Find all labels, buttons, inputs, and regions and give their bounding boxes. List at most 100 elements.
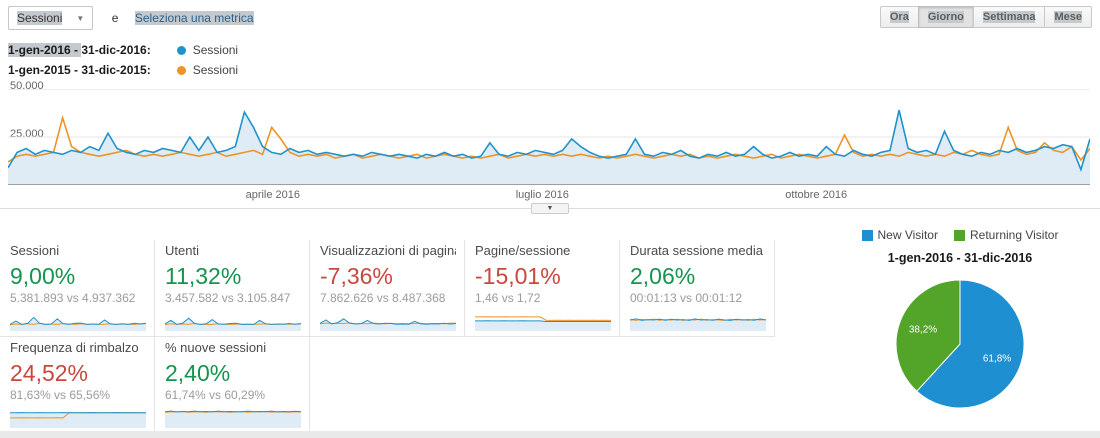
pie-legend-label: New Visitor xyxy=(877,228,938,242)
metric-card-delta: 24,52% xyxy=(10,360,89,386)
granularity-button-group: Ora Giorno Settimana Mese xyxy=(879,6,1092,28)
legend-row-1: 1-gen-2015 - 31-dic-2015: Sessioni xyxy=(8,60,238,80)
metric-card-1: Utenti 11,32% 3.457.582 vs 3.105.847 xyxy=(155,240,310,337)
pie-legend: New Visitor Returning Visitor xyxy=(828,228,1092,242)
legend-date-segment: 1-gen-2016 - xyxy=(8,43,82,57)
metric-card-sparkline xyxy=(10,412,146,428)
legend-date-segment: 31-dic-2016: xyxy=(81,43,151,57)
legend-swatch-icon xyxy=(953,229,965,241)
sparkline-area xyxy=(630,318,766,331)
metric-card-comparison: 61,74% vs 60,29% xyxy=(165,388,266,402)
sparkline-area xyxy=(475,320,611,331)
series-color-dot xyxy=(176,45,186,55)
sparkline-2016-line xyxy=(630,318,766,321)
legend-date-range: 1-gen-2015 - 31-dic-2015: xyxy=(8,63,151,77)
granularity-button-label: Ora xyxy=(889,11,909,23)
series-legend: 1-gen-2016 - 31-dic-2016: Sessioni 1-gen-2… xyxy=(8,40,238,80)
sparkline-area xyxy=(320,318,456,331)
metric-card-title: Utenti xyxy=(165,243,199,258)
visitor-type-pie-chart: 61,8% 38,2% xyxy=(828,273,1092,415)
legend-swatch-icon xyxy=(861,229,873,241)
metric-card-title: Frequenza di rimbalzo xyxy=(10,340,139,355)
pie-legend-item: New Visitor xyxy=(861,228,938,242)
legend-series-label: Sessioni xyxy=(192,43,239,57)
conjunction-label: e xyxy=(111,11,119,25)
x-axis-tick-april: aprile 2016 xyxy=(245,189,301,201)
metric-card-delta: 11,32% xyxy=(165,263,242,289)
granularity-button-mese[interactable]: Mese xyxy=(1044,6,1092,28)
sparkline-2016-line xyxy=(10,316,146,325)
legend-row-0: 1-gen-2016 - 31-dic-2016: Sessioni xyxy=(8,40,238,60)
legend-date-range: 1-gen-2016 - 31-dic-2016: xyxy=(8,43,151,57)
metric-card-comparison: 81,63% vs 65,56% xyxy=(10,388,111,402)
granularity-button-label: Giorno xyxy=(927,11,964,23)
metric-card-delta: -15,01% xyxy=(475,263,561,289)
sparkline-2016-line xyxy=(475,320,611,322)
metric-card-comparison: 00:01:13 vs 00:01:12 xyxy=(630,291,743,305)
metric-card-sparkline xyxy=(10,316,146,331)
metric-card-delta: 2,06% xyxy=(630,263,696,289)
granularity-button-ora[interactable]: Ora xyxy=(879,6,919,28)
metric-card-4: Durata sessione media 2,06% 00:01:13 vs 00… xyxy=(620,240,775,337)
metric-card-3: Pagine/sessione -15,01% 1,46 vs 1,72 xyxy=(465,240,620,337)
metric-card-sparkline xyxy=(165,410,301,428)
metric-card-comparison: 5.381.893 vs 4.937.362 xyxy=(10,291,136,305)
pie-legend-item: Returning Visitor xyxy=(953,228,1059,242)
page-background-strip xyxy=(0,431,1100,438)
sparkline-2015-line xyxy=(475,316,611,321)
pie-slice-value-label: 61,8% xyxy=(983,353,1011,364)
metric-card-title: Durata sessione media xyxy=(630,243,763,258)
metric-card-title: Sessioni xyxy=(10,243,60,258)
metric-card-sparkline xyxy=(630,318,766,331)
sparkline-area xyxy=(10,412,146,428)
sessions-timeline-chart[interactable] xyxy=(8,89,1090,185)
metric-card-2: Visualizzazioni di pagina -7,36% 7.862.626… xyxy=(310,240,465,337)
pie-slice-value-label: 38,2% xyxy=(909,325,937,336)
metric-card-delta: 2,40% xyxy=(165,360,231,386)
metric-card-sparkline xyxy=(475,316,611,331)
chart-collapse-button[interactable]: ▼ xyxy=(531,203,569,214)
metric-select-dropdown[interactable]: Sessioni ▼ xyxy=(8,6,94,30)
legend-date-segment: 1-gen-2015 - 31-dic-2015: xyxy=(8,63,151,77)
metric-card-delta: -7,36% xyxy=(320,263,393,289)
series-color-dot xyxy=(176,65,186,75)
x-axis-tick-october: ottobre 2016 xyxy=(785,189,848,201)
chevron-down-icon: ▼ xyxy=(76,13,85,23)
metric-card-delta: 9,00% xyxy=(10,263,76,289)
metric-card-title: Pagine/sessione xyxy=(475,243,571,258)
metric-select-value: Sessioni xyxy=(17,11,63,25)
granularity-button-settimana[interactable]: Settimana xyxy=(972,6,1046,28)
pie-legend-label: Returning Visitor xyxy=(969,228,1059,242)
metric-card-comparison: 3.457.582 vs 3.105.847 xyxy=(165,291,291,305)
sparkline-2016-line xyxy=(165,317,301,325)
x-axis-labels: aprile 2016 luglio 2016 ottobre 2016 xyxy=(0,189,1100,203)
sparkline-2016-line xyxy=(320,318,456,325)
metric-card-title: Visualizzazioni di pagina xyxy=(320,243,456,258)
metric-card-sparkline xyxy=(320,318,456,331)
chart-toolbar: Sessioni ▼ e Seleziona una metrica Ora Gi… xyxy=(8,6,1092,32)
select-metric-link[interactable]: Seleziona una metrica xyxy=(134,11,254,25)
sessions-2015-line xyxy=(8,114,1090,163)
sparkline-2016-line xyxy=(165,410,301,413)
metric-card-comparison: 1,46 vs 1,72 xyxy=(475,291,541,305)
metric-card-0: Sessioni 9,00% 5.381.893 vs 4.937.362 xyxy=(0,240,155,337)
metric-card-comparison: 7.862.626 vs 8.487.368 xyxy=(320,291,446,305)
metric-card-5: Frequenza di rimbalzo 24,52% 81,63% vs 65,… xyxy=(0,337,155,434)
pie-title: 1-gen-2016 - 31-dic-2016 xyxy=(887,251,1033,265)
legend-series-label: Sessioni xyxy=(192,63,239,77)
sessions-2016-area xyxy=(8,110,1090,185)
granularity-button-label: Settimana xyxy=(982,11,1036,23)
metric-card-sparkline xyxy=(165,317,301,331)
pie-slice-returning-visitor xyxy=(895,279,961,392)
metric-card-6: % nuove sessioni 2,40% 61,74% vs 60,29% xyxy=(155,337,310,434)
x-axis-tick-july: luglio 2016 xyxy=(515,189,569,201)
pie-slice-new-visitor xyxy=(916,279,1025,409)
granularity-button-label: Mese xyxy=(1054,11,1082,23)
granularity-button-giorno[interactable]: Giorno xyxy=(917,6,974,28)
sparkline-area xyxy=(165,411,301,428)
metric-cards-grid: Sessioni 9,00% 5.381.893 vs 4.937.362 Utent… xyxy=(0,240,775,434)
sessions-2016-line xyxy=(8,109,1090,173)
metric-card-title: % nuove sessioni xyxy=(165,340,267,355)
visitor-type-panel: New Visitor Returning Visitor 1-gen-2016 … xyxy=(828,228,1092,415)
